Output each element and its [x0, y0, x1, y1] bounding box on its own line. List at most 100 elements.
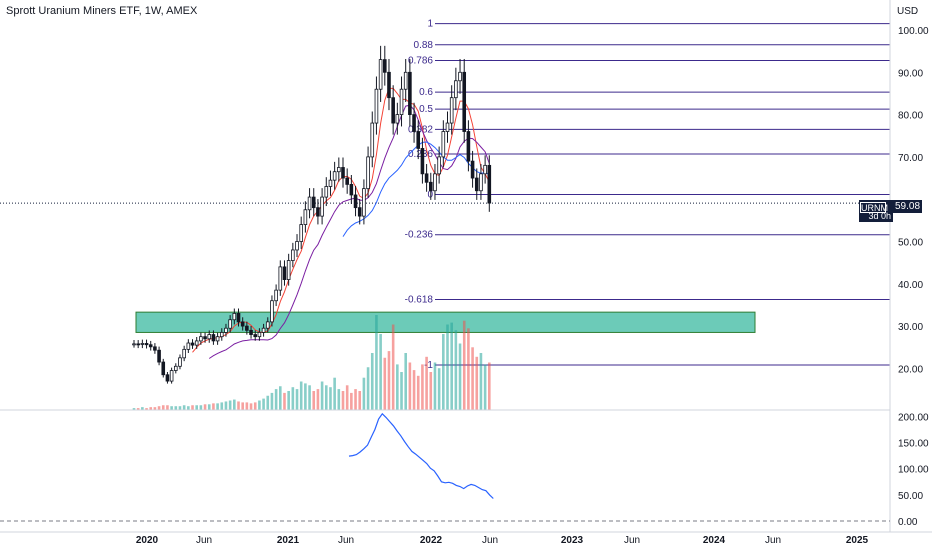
- candle-body: [378, 59, 383, 90]
- volume-bar: [166, 405, 169, 410]
- volume-bar: [258, 400, 261, 410]
- candle-body: [307, 196, 312, 211]
- candle-body: [148, 344, 153, 348]
- candle-body: [428, 181, 433, 192]
- candle-body: [357, 207, 362, 217]
- indicator-tick-label: 0.00: [898, 517, 918, 528]
- candle-body: [203, 336, 207, 340]
- indicator-tick-label: 200.00: [898, 412, 929, 423]
- volume-bar: [266, 395, 270, 410]
- volume-bar: [483, 364, 487, 410]
- volume-bar: [212, 403, 215, 410]
- volume-bar: [199, 405, 203, 410]
- candle-body: [470, 160, 475, 179]
- volume-bar: [245, 402, 249, 410]
- candle-body: [328, 179, 333, 187]
- candle-body: [399, 88, 404, 116]
- candle-body: [215, 336, 220, 342]
- candle-body: [207, 334, 212, 340]
- slow-line: [342, 141, 490, 237]
- candle-body: [232, 313, 237, 321]
- volume-bar: [153, 407, 157, 410]
- candle-body: [240, 321, 245, 327]
- volume-bar: [408, 362, 412, 410]
- x-tick-label: 2020: [136, 535, 159, 546]
- candle-body: [408, 71, 412, 116]
- candle-body: [382, 59, 387, 73]
- volume-bar: [203, 404, 207, 410]
- x-tick-label: Jun: [765, 535, 781, 546]
- fib-level-label: 0.5: [419, 104, 433, 115]
- candle-body: [253, 334, 258, 338]
- fib-level-label: 0.88: [414, 40, 434, 51]
- volume-bar: [241, 402, 244, 410]
- fib-level-label: -0.618: [405, 294, 434, 305]
- candle-body: [261, 327, 266, 333]
- volume-bar: [362, 377, 366, 410]
- candle-body: [332, 171, 337, 181]
- volume-bar: [207, 404, 211, 410]
- x-tick-label: 2021: [277, 535, 300, 546]
- candle-body: [299, 224, 303, 242]
- indicator-tick-label: 50.00: [898, 491, 923, 502]
- candle-body: [245, 325, 249, 331]
- candle-body: [466, 131, 471, 162]
- support-zone: [135, 311, 756, 333]
- candle-body: [157, 349, 161, 363]
- candle-body: [474, 177, 479, 192]
- volume-bar: [396, 364, 399, 410]
- y-tick-label: 100.00: [898, 26, 929, 37]
- fib-level-label: 0.6: [419, 87, 433, 98]
- candle-body: [182, 348, 186, 359]
- candle-body: [278, 266, 283, 291]
- volume-bar: [333, 377, 336, 410]
- candle-body: [228, 319, 232, 329]
- candle-body: [153, 346, 157, 351]
- candle-body: [391, 97, 395, 124]
- candle-body: [132, 343, 136, 346]
- candle-body: [224, 327, 228, 333]
- candle-body: [362, 188, 366, 217]
- candle-body: [479, 173, 483, 192]
- price-countdown: 3d 0h: [868, 211, 891, 221]
- x-tick-label: Jun: [196, 535, 212, 546]
- volume-bar: [149, 407, 153, 410]
- candle-body: [437, 156, 441, 175]
- candle-body: [345, 177, 349, 185]
- candle-body: [337, 167, 341, 173]
- indicator-line: [348, 412, 494, 499]
- candle-body: [286, 260, 291, 280]
- candle-body: [211, 334, 216, 342]
- candle-body: [412, 114, 416, 132]
- volume-bar: [354, 389, 357, 410]
- candle-body: [349, 183, 354, 196]
- volume-bar: [391, 324, 395, 410]
- candle-body: [194, 340, 199, 346]
- volume-bar: [174, 406, 178, 410]
- candle-body: [186, 342, 191, 350]
- volume-bar: [425, 356, 428, 410]
- candle-body: [370, 122, 375, 158]
- volume-bar: [324, 385, 328, 410]
- volume-bar: [404, 353, 407, 410]
- volume-bar: [233, 399, 236, 410]
- volume-bar: [479, 353, 483, 410]
- candle-body: [420, 148, 425, 175]
- price-symbol: URNM: [860, 202, 888, 213]
- volume-bar: [475, 356, 479, 410]
- volume-bar: [350, 392, 353, 410]
- volume-bar: [433, 362, 437, 410]
- chart-title: Sprott Uranium Miners ETF, 1W, AMEX: [6, 5, 198, 17]
- volume-bar: [270, 392, 274, 410]
- candle-body: [311, 196, 316, 209]
- volume-bar: [132, 408, 136, 410]
- candle-body: [353, 194, 358, 209]
- price-value: 59.08: [893, 200, 923, 213]
- volume-bar: [316, 389, 320, 410]
- y-tick-label: 80.00: [898, 111, 923, 122]
- volume-bar: [161, 405, 165, 410]
- indicator-tick-label: 150.00: [898, 439, 929, 450]
- volume-bar: [287, 391, 290, 410]
- volume-bar: [253, 402, 257, 410]
